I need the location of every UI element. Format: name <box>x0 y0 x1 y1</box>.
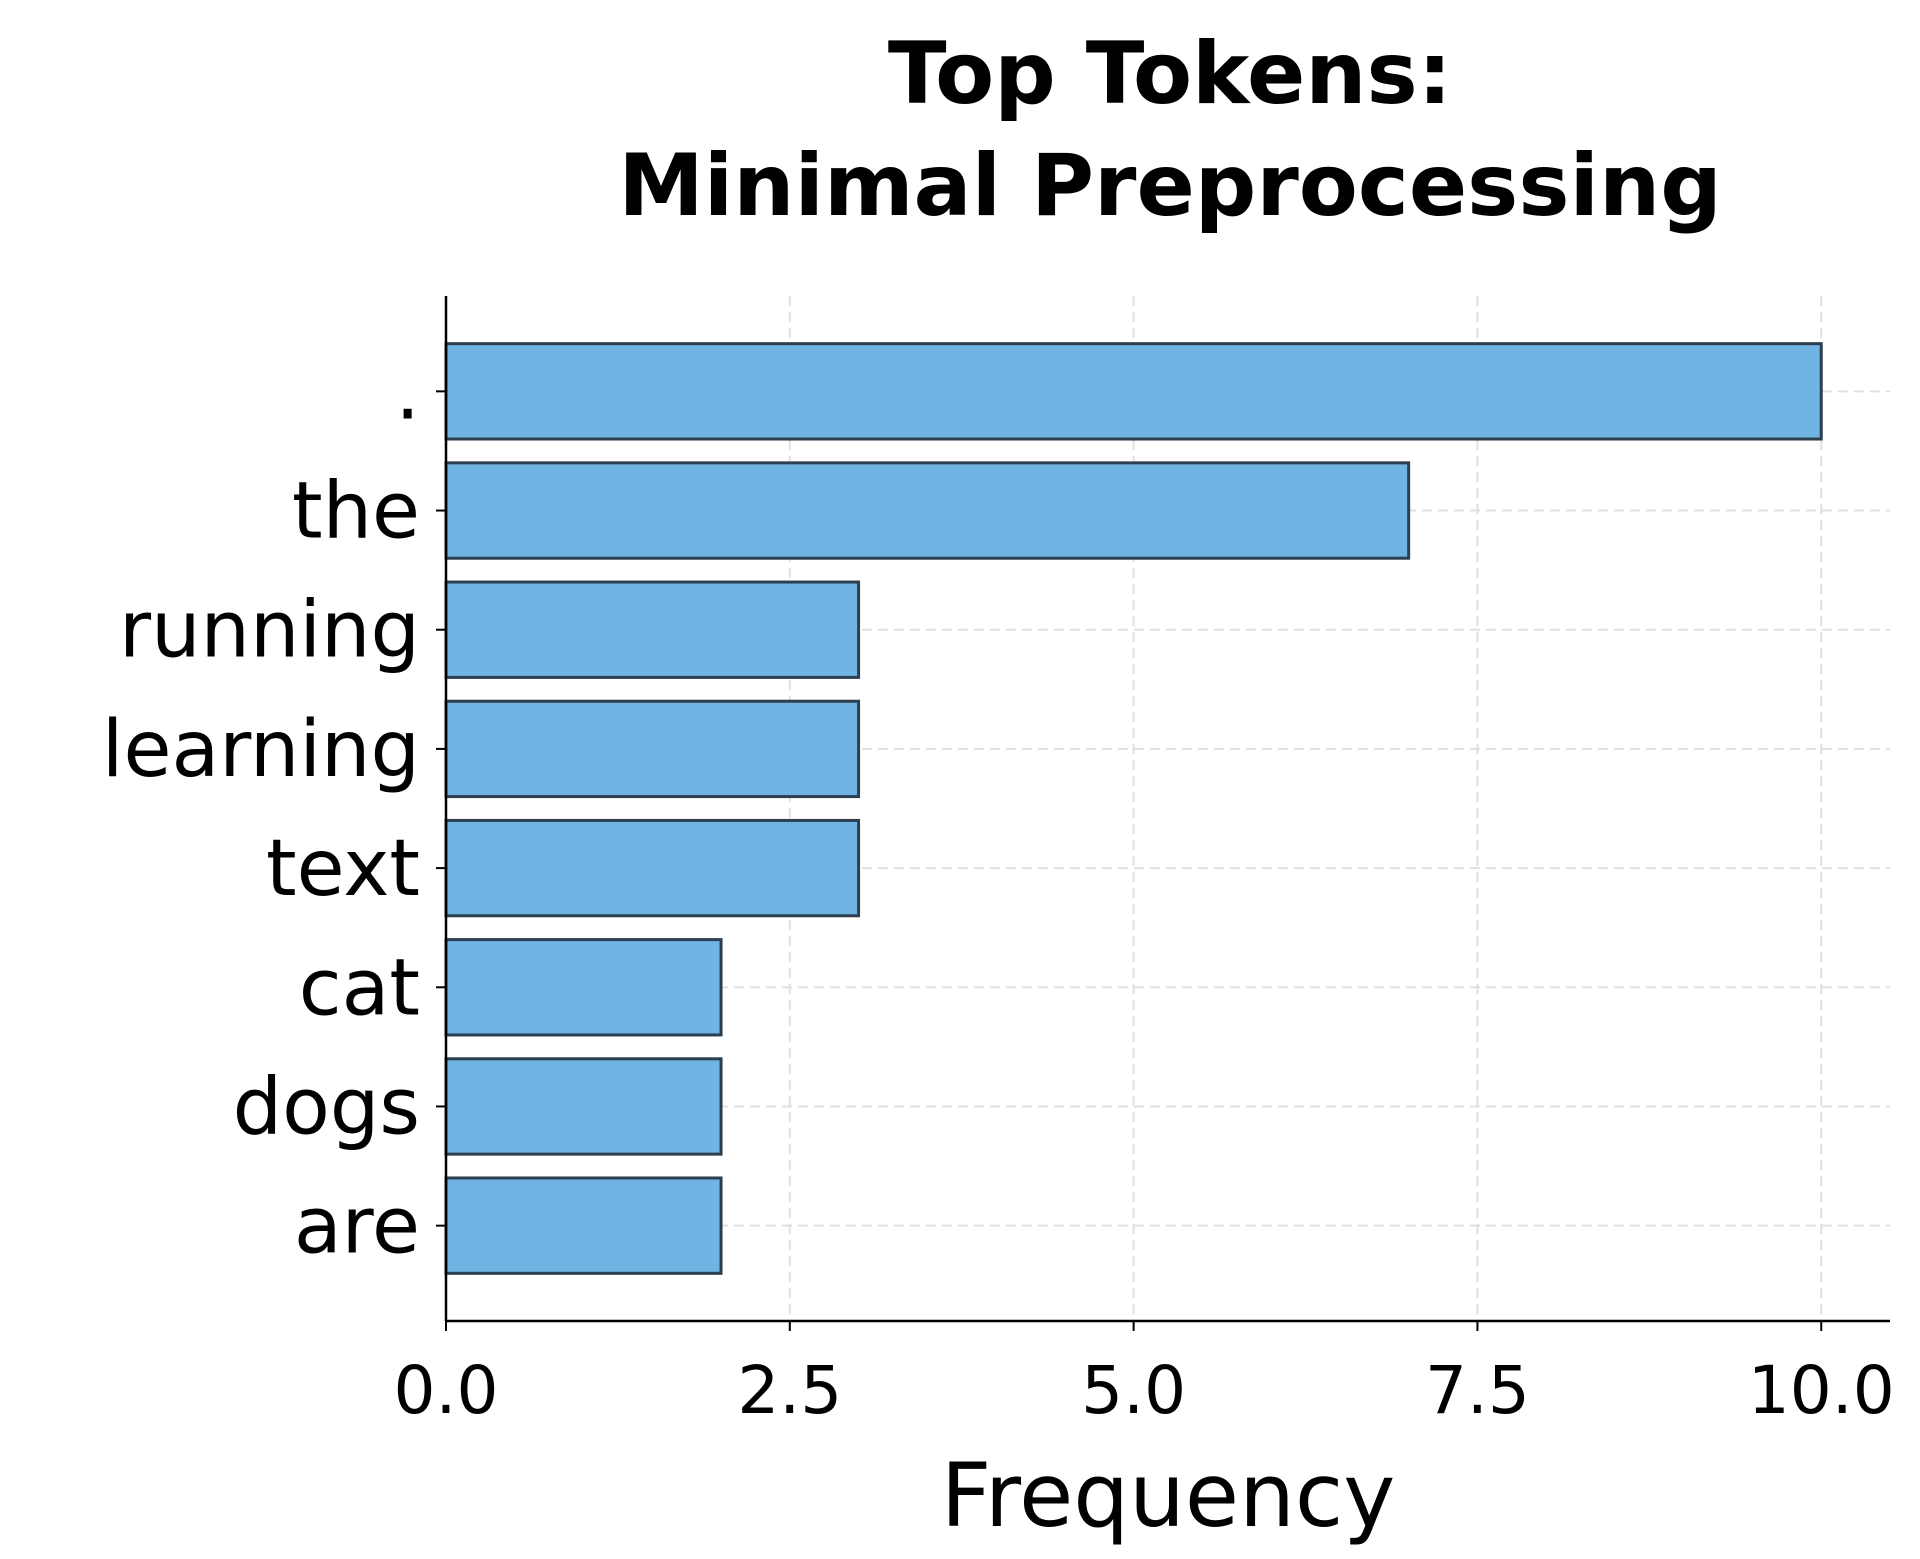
y-tick-label: learning <box>102 705 420 795</box>
bar <box>444 461 1411 560</box>
bar <box>444 342 1823 441</box>
x-tick-label: 10.0 <box>1748 1352 1895 1429</box>
x-tick-label: 5.0 <box>1081 1352 1186 1429</box>
bar <box>444 938 723 1037</box>
bar <box>444 1057 723 1156</box>
x-tick-label: 7.5 <box>1425 1352 1530 1429</box>
y-tick-label: the <box>292 467 420 557</box>
y-tick-label: are <box>294 1182 420 1272</box>
bar <box>444 580 861 679</box>
y-tick-label: cat <box>299 943 420 1033</box>
y-tick-label: dogs <box>233 1062 420 1152</box>
x-tick-label: 0.0 <box>394 1352 499 1429</box>
y-tick-label: text <box>266 824 420 914</box>
chart-title: Top Tokens: Minimal Preprocessing <box>618 24 1722 236</box>
x-axis-label: Frequency <box>941 1444 1396 1547</box>
x-tick-label: 2.5 <box>737 1352 842 1429</box>
bar <box>444 1176 723 1275</box>
bar <box>444 699 861 799</box>
bar <box>444 818 861 918</box>
y-tick-label: . <box>395 347 420 437</box>
y-tick-label: running <box>119 586 420 676</box>
